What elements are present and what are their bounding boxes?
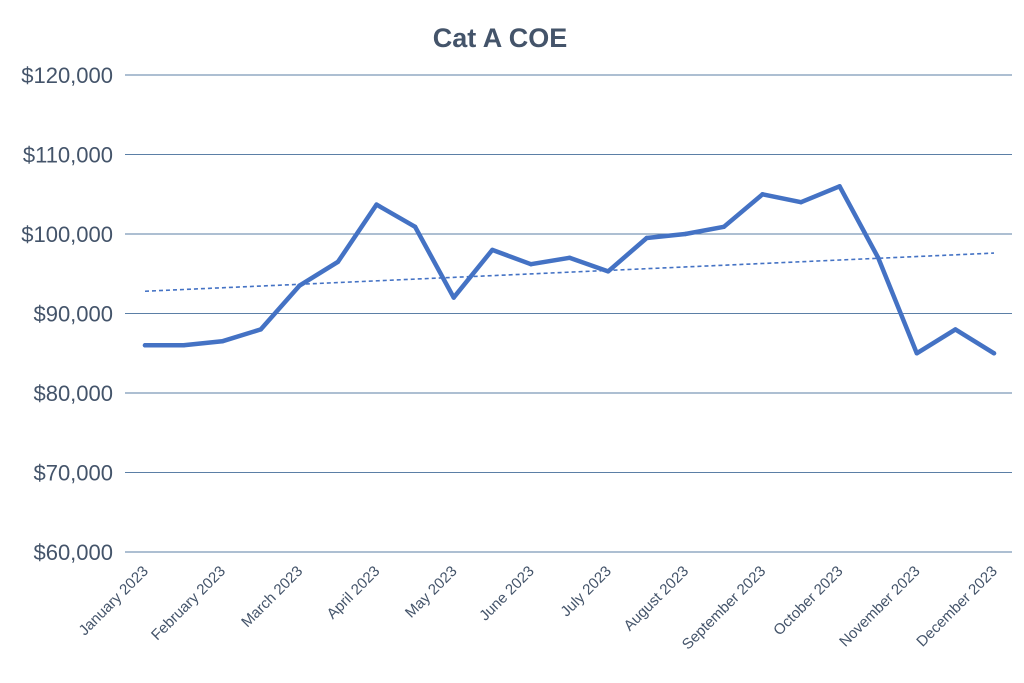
data-point xyxy=(490,247,495,253)
y-tick-label: $100,000 xyxy=(21,222,113,247)
data-point xyxy=(142,343,148,348)
y-tick-label: $70,000 xyxy=(33,461,113,486)
x-tick-label: August 2023 xyxy=(621,563,693,635)
data-point xyxy=(297,283,302,288)
data-point xyxy=(451,295,456,300)
x-tick-label: December 2023 xyxy=(913,563,1000,650)
data-point xyxy=(914,351,920,356)
data-point xyxy=(412,224,418,230)
data-point xyxy=(567,255,572,261)
series-line xyxy=(142,184,997,356)
data-point xyxy=(721,224,727,230)
x-tick-label: October 2023 xyxy=(770,563,846,639)
chart-title: Cat A COE xyxy=(433,23,568,53)
x-tick-label: January 2023 xyxy=(76,563,152,639)
series-layer xyxy=(142,184,997,356)
data-point xyxy=(798,200,804,205)
data-point xyxy=(760,192,765,197)
trendline-layer xyxy=(144,252,995,293)
y-tick-label: $60,000 xyxy=(33,540,113,565)
trendline xyxy=(144,252,995,293)
y-tick-label: $110,000 xyxy=(23,143,113,168)
x-tick-label: March 2023 xyxy=(238,563,306,631)
x-tick-label: February 2023 xyxy=(148,563,229,644)
x-tick-label: June 2023 xyxy=(476,563,538,625)
data-point xyxy=(335,259,341,265)
x-tick-label: September 2023 xyxy=(679,563,769,653)
gridlines xyxy=(125,74,1012,553)
data-point xyxy=(837,184,842,189)
data-point xyxy=(181,343,186,348)
data-point xyxy=(219,339,225,344)
y-tick-label: $80,000 xyxy=(33,381,113,406)
data-point xyxy=(605,269,611,274)
data-point xyxy=(644,235,649,241)
y-tick-label: $90,000 xyxy=(33,302,113,327)
data-point xyxy=(258,327,263,332)
x-tick-label: April 2023 xyxy=(324,563,384,623)
y-tick-label: $120,000 xyxy=(21,63,113,88)
x-tick-label: July 2023 xyxy=(557,563,614,620)
data-point xyxy=(374,202,379,207)
data-point xyxy=(876,255,881,261)
data-point xyxy=(528,262,534,267)
data-point xyxy=(683,231,688,237)
x-tick-label: May 2023 xyxy=(402,563,461,622)
data-point xyxy=(991,351,997,356)
y-axis: $60,000 $70,000 $80,000 $90,000 $100,000 $110… xyxy=(21,63,113,565)
data-point xyxy=(953,327,958,332)
x-tick-label: November 2023 xyxy=(836,563,923,650)
